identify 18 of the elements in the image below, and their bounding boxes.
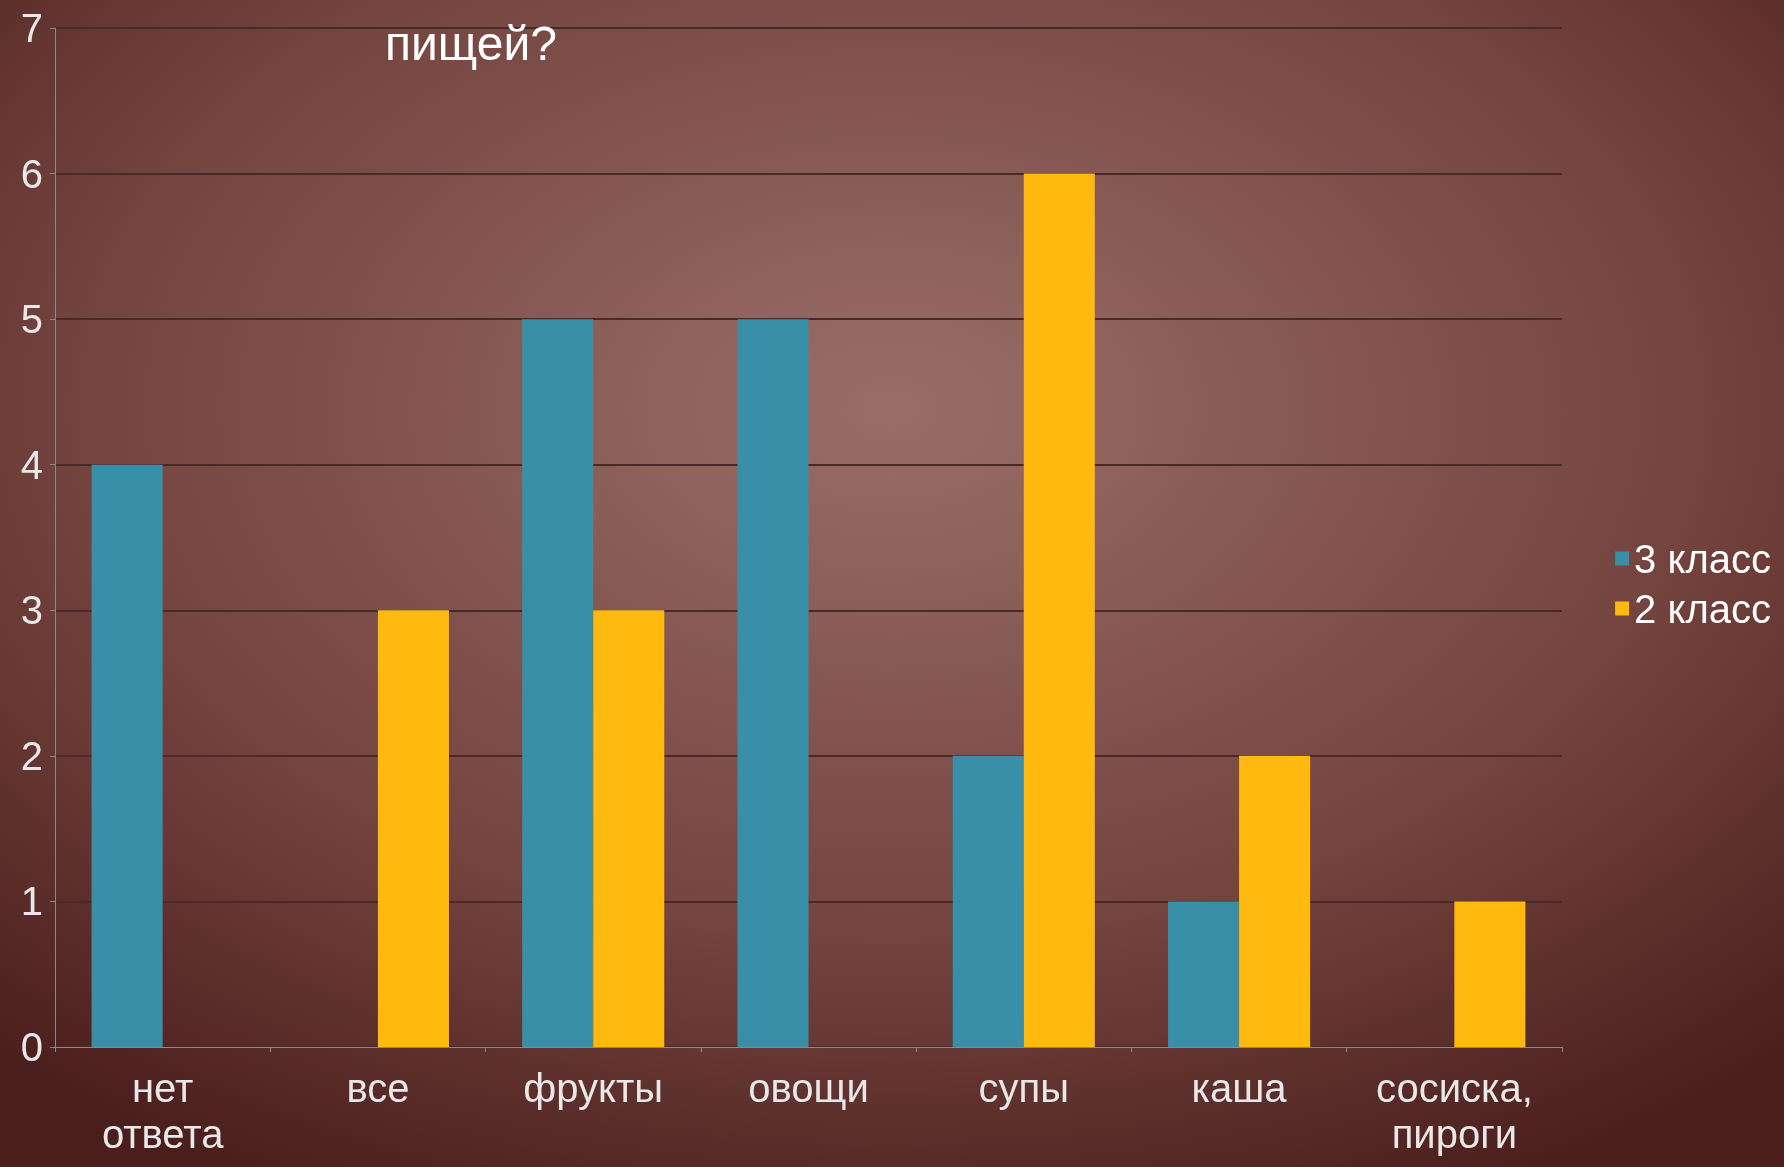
x-tick-label: все bbox=[346, 1066, 410, 1110]
y-tick-label: 2 bbox=[20, 733, 43, 778]
x-tick-label: сосиска, пироги bbox=[1375, 1066, 1533, 1156]
x-tick-label: супы bbox=[978, 1066, 1069, 1110]
y-tick-label: 1 bbox=[20, 879, 43, 924]
y-tick-label: 4 bbox=[20, 442, 43, 487]
y-tick-label: 7 bbox=[20, 6, 43, 50]
y-tick-label: 5 bbox=[20, 297, 43, 342]
x-tick-label: каша bbox=[1191, 1066, 1288, 1110]
y-tick-label: 3 bbox=[20, 588, 43, 633]
y-tick-label: 0 bbox=[20, 1025, 43, 1069]
chart-title: пищей? bbox=[385, 16, 557, 70]
legend-label: 3 класс bbox=[1634, 536, 1772, 581]
x-tick-label: фрукты bbox=[523, 1066, 664, 1110]
y-tick-label: 6 bbox=[20, 151, 43, 196]
x-tick-label: нет ответа bbox=[101, 1066, 225, 1156]
x-tick-label: овощи bbox=[748, 1066, 869, 1110]
legend-label: 2 класс bbox=[1634, 586, 1772, 631]
